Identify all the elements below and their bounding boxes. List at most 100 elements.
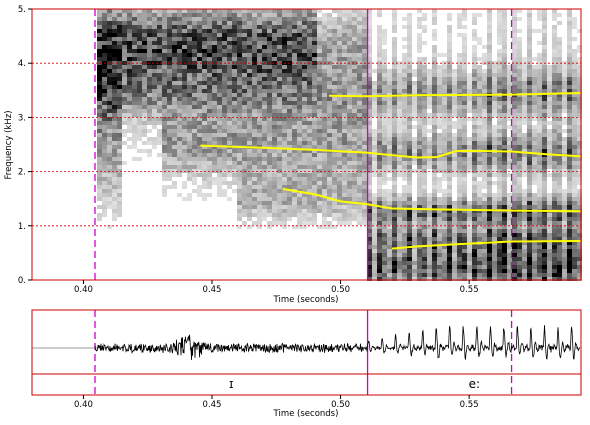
spectrogram-cell xyxy=(387,121,392,125)
spectrogram-cell xyxy=(177,129,182,133)
spectrogram-cell xyxy=(477,157,482,161)
spectrogram-cell xyxy=(277,33,282,37)
spectrogram-cell xyxy=(247,21,252,25)
spectrogram-cell xyxy=(557,265,562,269)
spectrogram-cell xyxy=(217,153,222,157)
spectrogram-cell xyxy=(152,93,157,97)
spectrogram-cell xyxy=(182,45,187,49)
spectrogram-cell xyxy=(357,109,362,113)
spectrogram-cell xyxy=(562,161,567,165)
spectrogram-cell xyxy=(372,201,377,205)
spectrogram-cell xyxy=(372,133,377,137)
spectrogram-cell xyxy=(397,201,402,205)
spectrogram-cell xyxy=(157,41,162,45)
spectrogram-cell xyxy=(422,73,427,77)
spectrogram-cell xyxy=(137,125,142,129)
spectrogram-cell xyxy=(482,141,487,145)
spectrogram-cell xyxy=(222,177,227,181)
spectrogram-cell xyxy=(567,33,572,37)
spectrogram-cell xyxy=(372,273,377,277)
spectrogram-cell xyxy=(352,93,357,97)
spectrogram-cell xyxy=(327,81,332,85)
spectrogram-cell xyxy=(472,217,477,221)
spectrogram-cell xyxy=(477,245,482,249)
spectrogram-cell xyxy=(337,25,342,29)
spectrogram-cell xyxy=(497,225,502,229)
spectrogram-cell xyxy=(392,261,397,265)
spectrogram-cell xyxy=(207,81,212,85)
spectrogram-cell xyxy=(177,53,182,57)
spectrogram-cell xyxy=(357,81,362,85)
spectrogram-cell xyxy=(252,205,257,209)
spectrogram-cell xyxy=(352,129,357,133)
spectrogram-cell xyxy=(367,153,372,157)
spectrogram-cell xyxy=(512,145,517,149)
spectrogram-cell xyxy=(357,105,362,109)
spectrogram-cell xyxy=(517,257,522,261)
spectrogram-cell xyxy=(267,69,272,73)
spectrogram-cell xyxy=(362,165,367,169)
spectrogram-cell xyxy=(297,37,302,41)
spectrogram-cell xyxy=(267,133,272,137)
spectrogram-cell xyxy=(367,229,372,233)
spectrogram-cell xyxy=(457,161,462,165)
spectrogram-cell xyxy=(412,249,417,253)
spectrogram-cell xyxy=(347,9,352,13)
spectrogram-cell xyxy=(537,125,542,129)
spectrogram-cell xyxy=(542,245,547,249)
spectrogram-cell xyxy=(457,153,462,157)
spectrogram-cell xyxy=(167,173,172,177)
spectrogram-cell xyxy=(232,157,237,161)
spectrogram-cell xyxy=(442,53,447,57)
spectrogram-cell xyxy=(362,205,367,209)
spectrogram-cell xyxy=(432,117,437,121)
spectrogram-cell xyxy=(432,161,437,165)
spectrogram-cell xyxy=(392,13,397,17)
spectrogram-cell xyxy=(207,193,212,197)
spectrogram-cell xyxy=(327,157,332,161)
spectrogram-cell xyxy=(102,41,107,45)
spectrogram-cell xyxy=(172,65,177,69)
spectrogram-cell xyxy=(517,73,522,77)
spectrogram-cell xyxy=(232,101,237,105)
spectrogram-cell xyxy=(532,97,537,101)
spectrogram-cell xyxy=(247,129,252,133)
spectrogram-cell xyxy=(312,205,317,209)
spectrogram-cell xyxy=(102,25,107,29)
spectrogram-cell xyxy=(562,257,567,261)
spectrogram-cell xyxy=(392,117,397,121)
spectrogram-cell xyxy=(567,65,572,69)
spectrogram-cell xyxy=(532,77,537,81)
spectrogram-cell xyxy=(382,229,387,233)
spectrogram-cell xyxy=(287,57,292,61)
spectrogram-cell xyxy=(547,77,552,81)
spectrogram-cell xyxy=(402,161,407,165)
spectrogram-cell xyxy=(237,25,242,29)
spectrogram-cell xyxy=(367,85,372,89)
spectrogram-cell xyxy=(117,137,122,141)
spectrogram-cell xyxy=(492,137,497,141)
spectrogram-cell xyxy=(147,117,152,121)
spectrogram-cell xyxy=(112,65,117,69)
spectrogram-cell xyxy=(507,69,512,73)
spectrogram-cell xyxy=(342,201,347,205)
spectrogram-cell xyxy=(497,57,502,61)
spectrogram-cell xyxy=(257,181,262,185)
spectrogram-cell xyxy=(242,33,247,37)
spectrogram-cell xyxy=(217,53,222,57)
spectrogram-cell xyxy=(322,157,327,161)
spectrogram-cell xyxy=(237,117,242,121)
spectrogram-cell xyxy=(422,13,427,17)
spectrogram-cell xyxy=(487,121,492,125)
spectrogram-cell xyxy=(452,205,457,209)
spectrogram-cell xyxy=(322,117,327,121)
spectrogram-cell xyxy=(487,21,492,25)
spectrogram-cell xyxy=(257,85,262,89)
spectrogram-cell xyxy=(242,149,247,153)
spectrogram-cell xyxy=(172,37,177,41)
spectrogram-cell xyxy=(552,177,557,181)
spectrogram-cell xyxy=(507,245,512,249)
spectrogram-cell xyxy=(282,73,287,77)
spectrogram-cell xyxy=(292,165,297,169)
spectrogram-cell xyxy=(222,93,227,97)
